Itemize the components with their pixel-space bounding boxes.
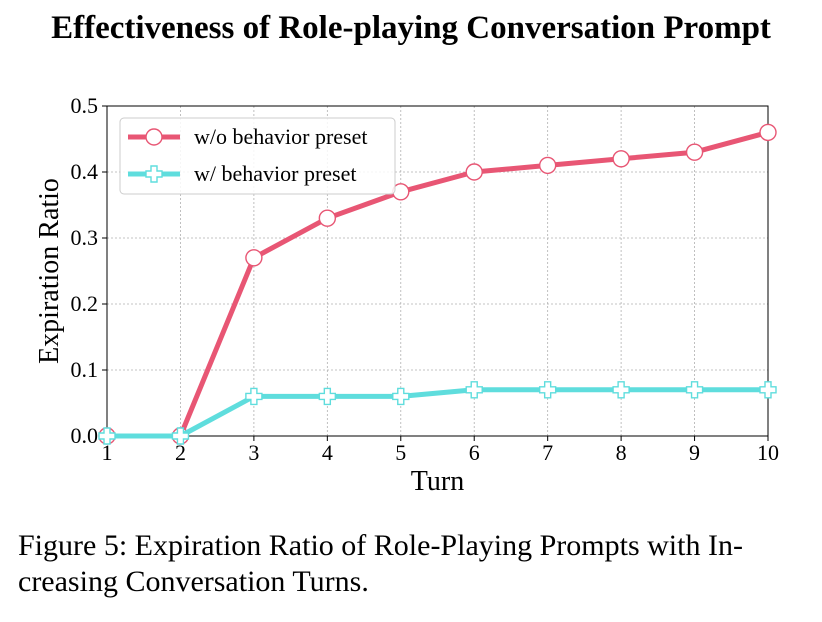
data-point xyxy=(612,150,630,168)
data-point xyxy=(759,381,777,399)
legend-box xyxy=(119,117,396,195)
data-point xyxy=(318,387,337,406)
legend-label: w/o behavior preset xyxy=(194,124,368,149)
y-tick-label: 0.2 xyxy=(71,291,99,316)
y-tick-label: 0.5 xyxy=(71,93,99,118)
data-point xyxy=(98,427,116,445)
y-axis-label: Expiration Ratio xyxy=(34,178,65,364)
x-tick-label: 9 xyxy=(689,440,700,465)
y-tick-label: 0.1 xyxy=(71,357,99,382)
chart-title: Effectiveness of Role-playing Conversati… xyxy=(51,10,771,46)
data-point xyxy=(685,143,704,161)
figure-caption: Figure 5: Expiration Ratio of Role-Playi… xyxy=(18,529,743,598)
data-point xyxy=(538,156,557,175)
series-2 xyxy=(98,381,777,445)
legend-swatch-marker xyxy=(145,165,163,183)
tick-labels: 1 2 3 4 5 6 7 8 9 10 0.0 0.1 0.2 0.3 0.4 0.5 xyxy=(71,93,780,465)
x-tick-label: 7 xyxy=(542,440,553,465)
series-line xyxy=(107,387,768,439)
axes xyxy=(106,105,769,437)
data-point xyxy=(318,209,337,227)
data-point xyxy=(245,387,263,406)
x-tick-label: 10 xyxy=(757,440,779,465)
x-tick-label: 8 xyxy=(616,440,627,465)
data-point xyxy=(759,123,777,142)
plot-frame xyxy=(106,105,769,437)
x-tick-label: 3 xyxy=(248,440,259,465)
x-tick-label: 5 xyxy=(395,440,406,465)
legend: w/o behavior preset w/ behavior preset xyxy=(119,117,396,195)
data-point xyxy=(612,381,630,399)
legend-label: w/ behavior preset xyxy=(194,161,357,186)
x-tick-label: 2 xyxy=(175,440,186,465)
data-point xyxy=(685,381,704,399)
y-tick-label: 0.3 xyxy=(71,225,99,250)
y-tick-label: 0.0 xyxy=(71,423,99,448)
data-point xyxy=(392,387,410,406)
data-point xyxy=(465,163,483,181)
data-point xyxy=(538,381,557,399)
line-chart: 1 2 3 4 5 6 7 8 9 10 0.0 0.1 0.2 0.3 0.4 0.5 w/o behavi… xyxy=(34,93,780,497)
x-tick-label: 1 xyxy=(102,440,113,465)
data-point xyxy=(245,249,263,267)
x-tick-label: 4 xyxy=(322,440,333,465)
x-axis-label: Turn xyxy=(411,466,464,497)
data-point xyxy=(465,381,483,399)
y-tick-label: 0.4 xyxy=(71,159,99,184)
series-line xyxy=(107,129,769,439)
legend-swatch-marker xyxy=(145,128,163,146)
series-lines xyxy=(98,123,777,445)
data-point xyxy=(171,427,190,445)
x-tick-label: 6 xyxy=(469,440,480,465)
